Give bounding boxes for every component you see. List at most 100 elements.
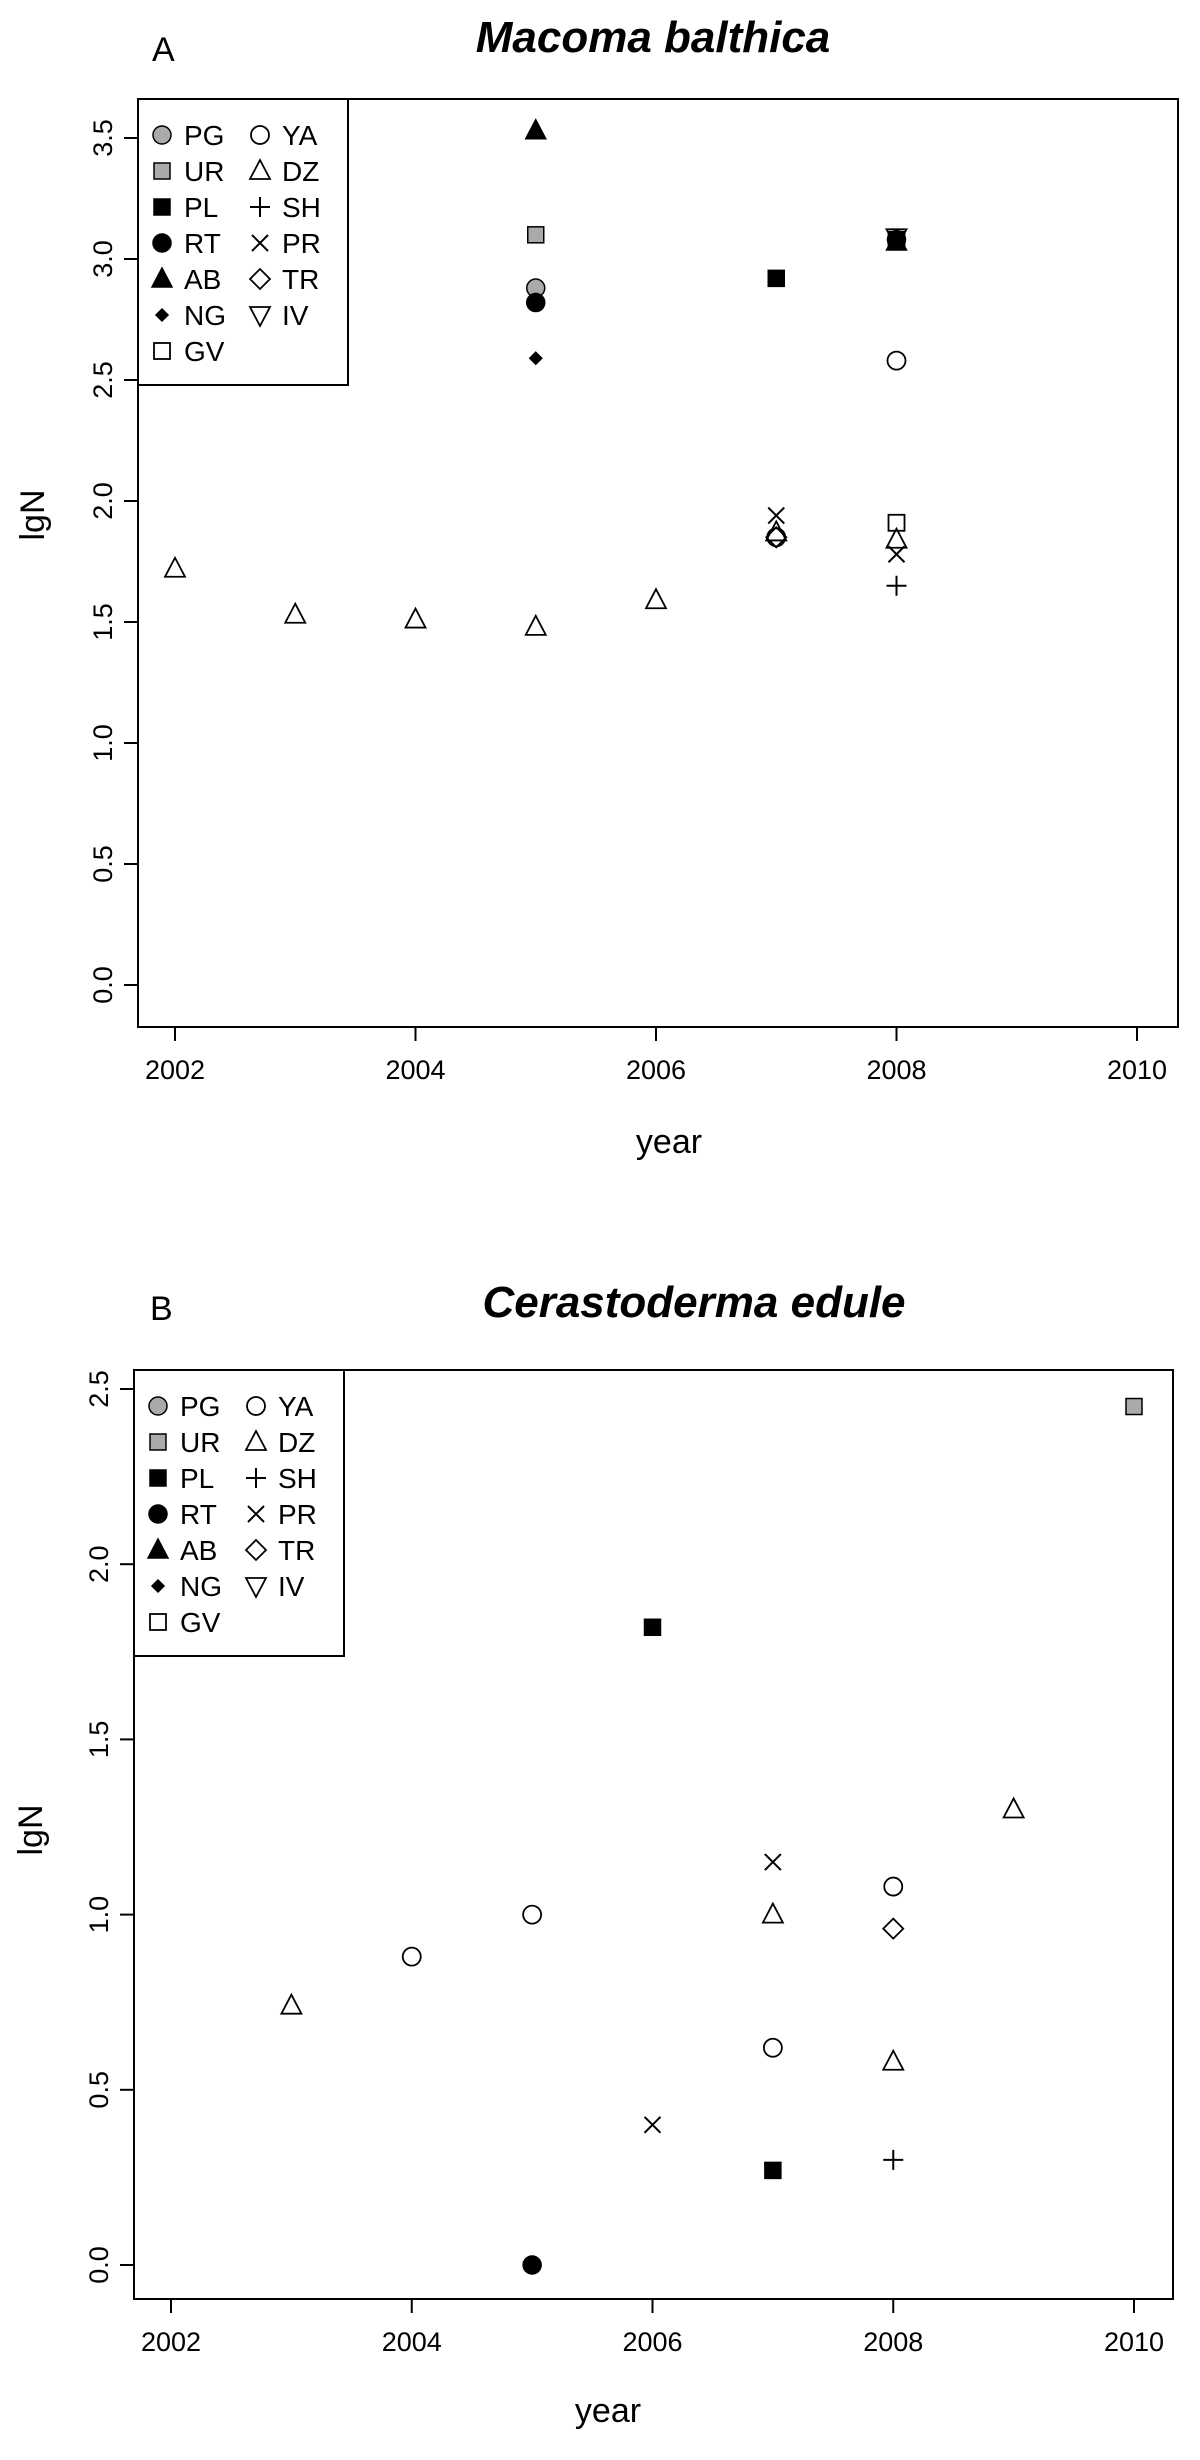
legend-label-iv: IV xyxy=(282,300,309,331)
y-tick-label: 0.0 xyxy=(84,2246,114,2284)
legend-label-ya: YA xyxy=(278,1391,314,1422)
x-tick-label: 2008 xyxy=(863,2327,923,2357)
data-point-ya xyxy=(401,1946,422,1967)
y-tick-label: 2.0 xyxy=(88,482,118,520)
legend-marker-rt xyxy=(148,1504,168,1524)
panel-letter: B xyxy=(150,1290,173,1328)
x-axis: 2002 2004 2006 2008 2010 xyxy=(141,2298,1164,2357)
x-axis-label: year xyxy=(636,1123,702,1161)
legend-marker-ng xyxy=(154,307,170,323)
legend-marker-ya xyxy=(246,1396,266,1416)
legend-marker-dz xyxy=(244,1429,268,1451)
data-point-ya xyxy=(886,350,907,371)
data-point-pl xyxy=(764,2161,782,2180)
data-point-iv xyxy=(885,228,908,251)
legend-marker-sh xyxy=(250,197,270,217)
legend-marker-iv xyxy=(244,1577,268,1599)
x-tick-label: 2010 xyxy=(1104,2327,1164,2357)
legend-marker-ng xyxy=(150,1578,166,1594)
y-axis: 0.0 0.5 1.0 1.5 2.0 2.5 xyxy=(84,1370,135,2284)
legend-label-pg: PG xyxy=(180,1391,220,1422)
data-point-ng xyxy=(525,2257,540,2273)
legend-label-pl: PL xyxy=(184,192,218,223)
legend-label-pr: PR xyxy=(282,228,321,259)
data-point-dz xyxy=(404,606,427,629)
data-point-ur xyxy=(527,226,545,244)
legend-label-tr: TR xyxy=(278,1535,315,1566)
legend-marker-tr xyxy=(248,267,272,291)
x-tick-label: 2004 xyxy=(385,1055,445,1085)
data-point-ya xyxy=(762,2037,783,2058)
data-point-gv xyxy=(887,513,906,532)
data-point-dz xyxy=(279,1992,303,2015)
x-tick-label: 2010 xyxy=(1107,1055,1167,1085)
x-tick-label: 2002 xyxy=(145,1055,205,1085)
y-tick-label: 1.0 xyxy=(84,1896,114,1934)
chart-title: Macoma balthica xyxy=(476,13,831,62)
data-point-dz xyxy=(764,519,788,542)
x-tick-label: 2006 xyxy=(622,2327,682,2357)
legend-label-tr: TR xyxy=(282,264,319,295)
y-tick-label: 1.5 xyxy=(88,603,118,641)
y-tick-label: 0.5 xyxy=(88,845,118,883)
legend-marker-pr xyxy=(247,1505,265,1523)
data-point-ya xyxy=(522,1904,543,1925)
data-point-sh xyxy=(886,575,907,596)
legend-label-sh: SH xyxy=(282,192,321,223)
data-points xyxy=(163,118,908,636)
data-point-ya xyxy=(883,1876,904,1897)
data-point-rt xyxy=(526,292,546,313)
data-point-ya xyxy=(766,527,787,548)
x-tick-label: 2008 xyxy=(866,1055,926,1085)
data-point-pl xyxy=(643,1618,662,1637)
legend-label-ur: UR xyxy=(184,156,224,187)
chart-title: Cerastoderma edule xyxy=(482,1278,905,1327)
panel-letter: A xyxy=(152,31,175,69)
y-tick-label: 2.5 xyxy=(88,361,118,399)
y-tick-label: 0.0 xyxy=(88,966,118,1004)
legend-marker-pg xyxy=(152,125,172,145)
data-point-tr xyxy=(764,526,788,549)
y-tick-label: 0.5 xyxy=(84,2071,114,2109)
data-point-ab xyxy=(524,118,547,140)
data-point-dz xyxy=(885,526,908,549)
data-point-dz xyxy=(761,1901,785,1924)
y-axis-label: lgN xyxy=(14,489,52,540)
data-points xyxy=(279,1397,1143,2275)
legend-marker-gv xyxy=(153,342,171,360)
legend-label-ab: AB xyxy=(180,1535,217,1566)
x-axis-label: year xyxy=(575,2392,641,2430)
legend-label-rt: RT xyxy=(184,228,221,259)
legend-marker-gv xyxy=(149,1613,167,1631)
x-tick-label: 2004 xyxy=(382,2327,442,2357)
data-point-pr xyxy=(767,506,785,525)
y-tick-label: 1.0 xyxy=(88,724,118,762)
y-tick-label: 3.0 xyxy=(88,240,118,278)
data-point-sh xyxy=(883,2149,904,2170)
data-point-dz xyxy=(644,587,668,610)
legend-label-ab: AB xyxy=(184,264,221,295)
legend-marker-ur xyxy=(149,1433,167,1451)
legend-marker-ab xyxy=(150,266,174,288)
data-point-dz xyxy=(283,601,307,624)
legend-marker-sh xyxy=(246,1468,266,1488)
y-tick-label: 2.5 xyxy=(84,1370,114,1408)
data-point-pr xyxy=(887,545,906,563)
legend-label-ya: YA xyxy=(282,120,318,151)
panel-b: B Cerastoderma edule 2002 2004 2006 2008 201… xyxy=(12,1278,1174,2430)
legend-box xyxy=(133,1369,345,1657)
legend-marker-pr xyxy=(251,234,269,252)
data-point-dz xyxy=(524,613,548,636)
legend-label-gv: GV xyxy=(184,336,225,367)
x-tick-label: 2002 xyxy=(141,2327,201,2357)
legend-box xyxy=(137,98,349,386)
legend-marker-pg xyxy=(148,1396,168,1416)
legend: PG UR PL RT AB NG GV YA DZ SH PR TR IV xyxy=(137,98,349,386)
y-axis: 0.0 0.5 1.0 1.5 2.0 2.5 3.0 3.5 xyxy=(88,119,139,1004)
legend-marker-ya xyxy=(250,125,270,145)
legend-label-ur: UR xyxy=(180,1427,220,1458)
legend-label-pg: PG xyxy=(184,120,224,151)
legend-label-dz: DZ xyxy=(282,156,319,187)
data-point-dz xyxy=(163,555,187,578)
